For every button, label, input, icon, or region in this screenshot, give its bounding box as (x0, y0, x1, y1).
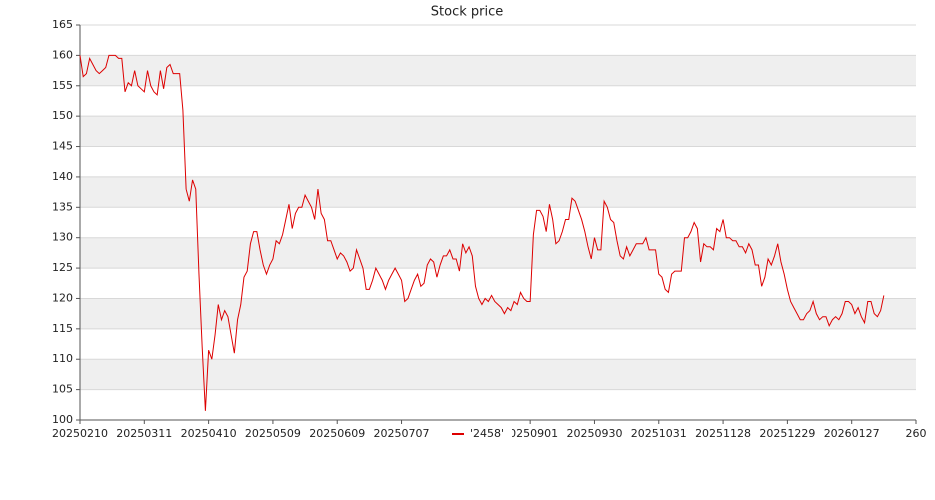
x-tick-label: 20251031 (631, 427, 687, 440)
grid-band (80, 176, 916, 208)
x-tick-label: 20250509 (245, 427, 301, 440)
grid-band (80, 237, 916, 269)
y-tick-label: 100 (52, 413, 73, 426)
y-tick-label: 155 (52, 79, 73, 92)
x-tick-label: 20250609 (309, 427, 365, 440)
x-tick-label: 20251229 (759, 427, 815, 440)
y-tick-label: 115 (52, 322, 73, 335)
grid-band (80, 55, 916, 86)
x-tick-label: 260 (906, 427, 927, 440)
y-tick-label: 130 (52, 231, 73, 244)
y-tick-label: 125 (52, 261, 73, 274)
line (79, 54, 885, 411)
legend-bg (448, 426, 512, 442)
y-tick-label: 140 (52, 170, 73, 183)
chart-title: Stock price (431, 5, 503, 20)
y-tick-label: 120 (52, 291, 73, 304)
grid-band (80, 298, 916, 329)
x-tick-label: 20250930 (566, 427, 622, 440)
y-tick-label: 160 (52, 48, 73, 61)
legend-label: '2458' (470, 427, 504, 440)
y-tick-label: 105 (52, 383, 73, 396)
x-tick-label: 20250901 (502, 427, 558, 440)
y-tick-label: 110 (52, 352, 73, 365)
y-tick-label: 165 (52, 18, 73, 31)
x-tick-label: 20250410 (181, 427, 237, 440)
x-tick-label: 20251128 (695, 427, 751, 440)
y-tick-label: 150 (52, 109, 73, 122)
x-tick-label: 20250210 (52, 427, 108, 440)
x-tick-label: 20250311 (116, 427, 172, 440)
x-tick-label: 20260127 (824, 427, 880, 440)
grid-band (80, 359, 916, 390)
y-tick-label: 135 (52, 200, 73, 213)
grid-band (80, 116, 916, 147)
y-tick-label: 145 (52, 140, 73, 153)
x-tick-label: 20250707 (374, 427, 430, 440)
